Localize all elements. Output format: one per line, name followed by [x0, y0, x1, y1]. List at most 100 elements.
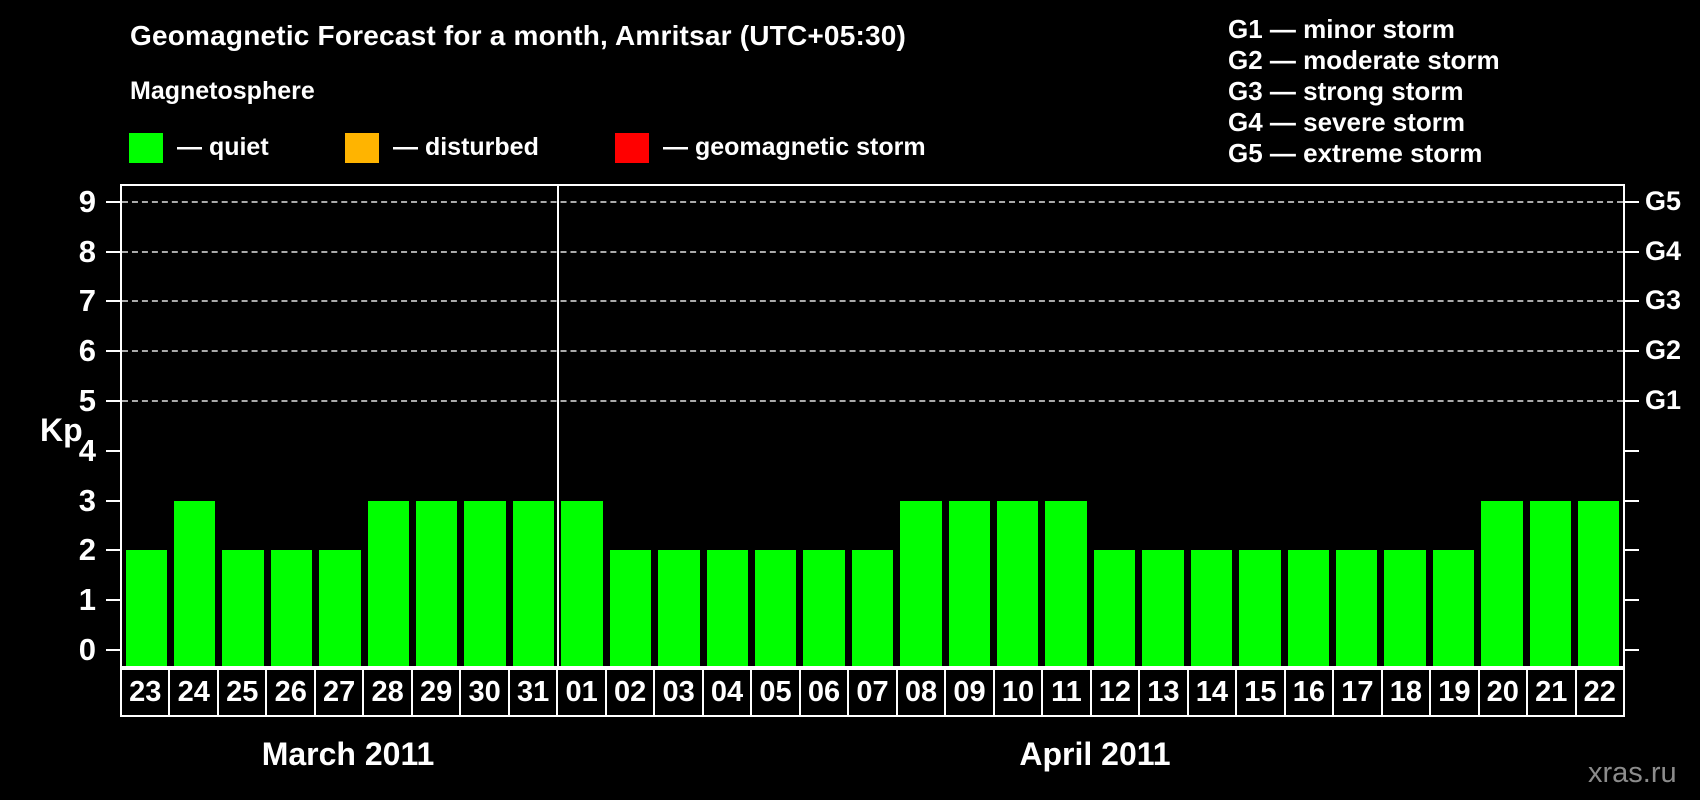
kp-bar-day-08: [900, 500, 942, 666]
day-cell-08: 08: [895, 668, 947, 717]
legend-disturbed-label: — disturbed: [393, 133, 539, 161]
day-cell-15: 15: [1235, 668, 1286, 717]
day-cell-22: 22: [1574, 668, 1626, 717]
right-tick-6: [1625, 350, 1639, 353]
right-tick-8: [1625, 250, 1639, 253]
day-cell-29: 29: [410, 668, 462, 717]
g2-legend-line: G2 — moderate storm: [1228, 45, 1500, 75]
kp-bar-day-04: [706, 550, 748, 666]
kp-bar-day-15: [1239, 550, 1281, 666]
kp-bar-day-02: [609, 550, 652, 666]
right-tick-2: [1625, 549, 1639, 552]
kp-bar-day-14: [1190, 550, 1233, 666]
kp-bar-day-23: [125, 550, 167, 666]
g1-legend-line: G1 — minor storm: [1228, 14, 1455, 44]
y-axis-label-9: 9: [78, 183, 96, 219]
gridline-level-9: [122, 200, 1623, 203]
day-cell-07: 07: [847, 668, 898, 717]
kp-bar-day-18: [1384, 550, 1426, 666]
day-cell-03: 03: [653, 668, 704, 717]
day-cell-17: 17: [1332, 668, 1383, 717]
kp-bar-day-10: [997, 500, 1039, 666]
kp-bar-day-26: [270, 550, 313, 666]
kp-bar-day-20: [1481, 500, 1523, 666]
day-cell-23: 23: [120, 668, 171, 717]
day-cell-27: 27: [313, 668, 365, 717]
y-axis-label-0: 0: [78, 632, 96, 667]
g-axis-label-g3: G3: [1645, 285, 1682, 316]
kp-bar-day-22: [1578, 500, 1620, 666]
day-cell-30: 30: [459, 668, 510, 717]
kp-bar-day-13: [1142, 550, 1184, 666]
right-tick-7: [1625, 300, 1639, 303]
day-cell-16: 16: [1283, 668, 1335, 717]
day-cell-20: 20: [1477, 668, 1529, 717]
month-label-march: March 2011: [261, 736, 435, 772]
day-cell-26: 26: [265, 668, 316, 717]
day-axis-strip: 23 24 25 26 27 28 29 30 31 01 02 03 04 05 06 07 08 09 10 11…: [120, 668, 1626, 717]
kp-bar-day-19: [1432, 550, 1475, 666]
y-axis-label-4: 4: [78, 432, 96, 468]
gridline-level-5: [122, 400, 1623, 402]
day-cell-10: 10: [992, 668, 1044, 717]
g-scale-legend: G1 — minor storm G2 — moderate storm G3 …: [1228, 14, 1500, 169]
day-cell-19: 19: [1429, 668, 1480, 717]
kp-bar-chart-plot-area: [120, 184, 1625, 668]
y-axis-title: Kp: [40, 412, 83, 448]
kp-bar-day-29: [416, 500, 458, 666]
page-title: Geomagnetic Forecast for a month, Amrits…: [130, 20, 907, 51]
magnetosphere-label: Magnetosphere: [130, 77, 315, 105]
day-cell-13: 13: [1138, 668, 1189, 717]
legend-quiet-label: — quiet: [177, 133, 269, 161]
right-tick-9: [1625, 200, 1639, 203]
kp-bar-day-28: [367, 500, 409, 666]
legend-item-quiet: — quiet: [129, 132, 269, 163]
kp-bar-day-07: [851, 550, 894, 666]
right-tick-0: [1625, 649, 1639, 651]
y-axis-label-3: 3: [78, 482, 96, 518]
kp-bar-day-09: [948, 500, 991, 666]
kp-bar-day-21: [1529, 500, 1572, 666]
legend-item-disturbed: — disturbed: [345, 132, 539, 163]
y-axis-label-2: 2: [78, 532, 96, 568]
month-label-april: April 2011: [1019, 736, 1171, 772]
kp-bar-day-01: [561, 500, 603, 666]
gridline-level-6: [122, 350, 1623, 353]
right-tick-5: [1625, 400, 1639, 402]
g-axis-label-g4: G4: [1645, 235, 1682, 266]
left-tick-7: [106, 300, 120, 303]
day-cell-09: 09: [944, 668, 995, 717]
kp-bar-day-05: [754, 550, 797, 666]
legend-item-storm: — geomagnetic storm: [615, 132, 926, 163]
g-axis-label-g1: G1: [1645, 385, 1682, 415]
right-tick-3: [1625, 499, 1639, 502]
left-tick-8: [106, 250, 120, 253]
y-axis-label-7: 7: [78, 283, 96, 319]
g5-legend-line: G5 — extreme storm: [1228, 138, 1483, 168]
day-cell-05: 05: [750, 668, 801, 717]
g3-legend-line: G3 — strong storm: [1228, 76, 1464, 106]
g4-legend-line: G4 — severe storm: [1228, 107, 1466, 137]
month-separator-line: [556, 186, 559, 666]
day-cell-31: 31: [507, 668, 559, 717]
gridline-level-7: [122, 300, 1623, 303]
day-cell-21: 21: [1526, 668, 1577, 717]
kp-bar-day-25: [222, 550, 264, 666]
day-cell-24: 24: [168, 668, 219, 717]
left-tick-3: [106, 499, 120, 502]
left-tick-4: [106, 449, 120, 452]
kp-bar-day-24: [173, 500, 216, 666]
g-axis-label-g2: G2: [1645, 335, 1682, 366]
left-tick-0: [106, 649, 120, 651]
day-cell-11: 11: [1041, 668, 1092, 717]
day-cell-06: 06: [798, 668, 850, 717]
day-cell-01: 01: [556, 668, 607, 717]
kp-bar-day-16: [1287, 550, 1329, 666]
kp-bar-day-31: [512, 500, 555, 666]
storm-color-swatch: [615, 132, 649, 163]
right-tick-4: [1625, 449, 1639, 452]
kp-bar-day-12: [1093, 550, 1136, 666]
y-axis-label-6: 6: [78, 333, 96, 369]
kp-bar-day-27: [319, 550, 361, 666]
